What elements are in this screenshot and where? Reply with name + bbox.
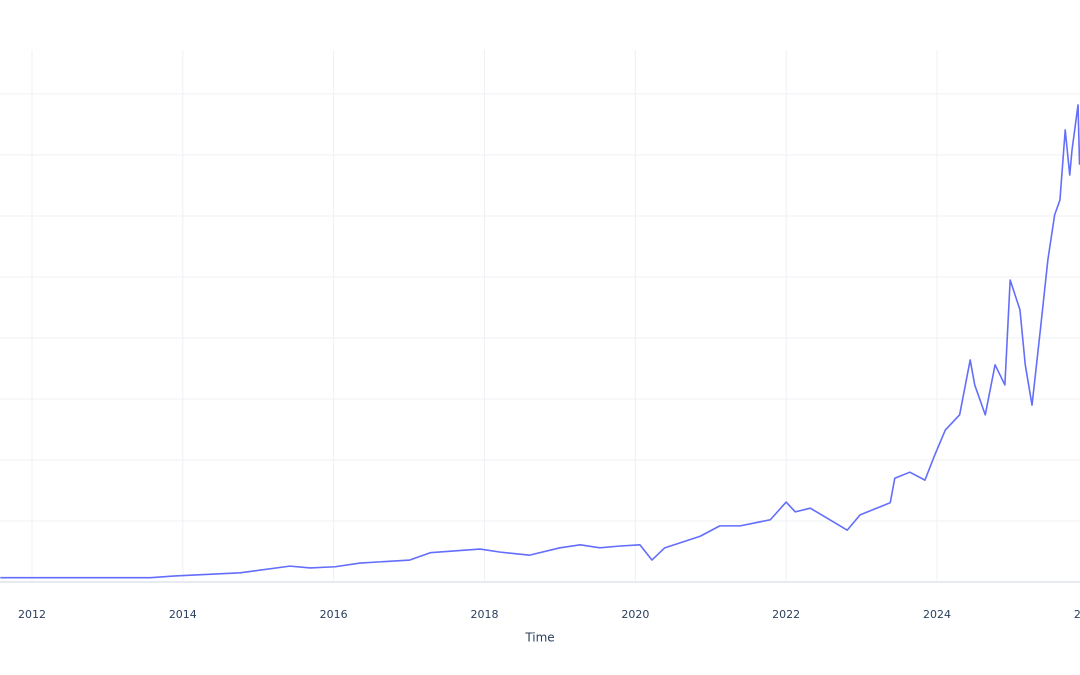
x-tick-label: 2026 (1074, 608, 1080, 621)
x-axis-title: Time (524, 631, 554, 645)
x-tick-label: 2022 (772, 608, 800, 621)
x-tick-label: 2024 (923, 608, 951, 621)
x-tick-label: 2014 (169, 608, 197, 621)
x-tick-label: 2018 (470, 608, 498, 621)
line-series (0, 104, 1080, 579)
x-tick-label: 2012 (18, 608, 46, 621)
plot-area (0, 104, 1080, 579)
grid (0, 50, 1080, 583)
x-tick-label: 2020 (621, 608, 649, 621)
x-tick-label: 2016 (320, 608, 348, 621)
